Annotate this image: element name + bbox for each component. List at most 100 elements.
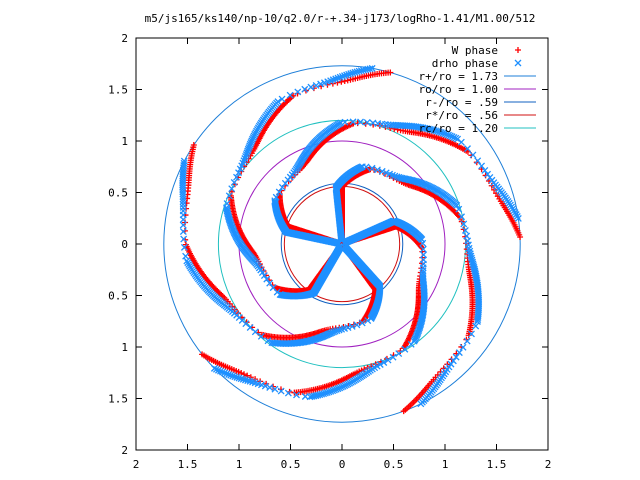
drho-phase-point bbox=[481, 166, 489, 174]
drho-phase-point bbox=[239, 375, 247, 383]
drho-phase-point bbox=[357, 118, 364, 126]
drho-phase-point bbox=[464, 145, 471, 153]
drho-phase-point bbox=[366, 65, 374, 73]
drho-phase-point bbox=[338, 73, 346, 80]
drho-phase-point bbox=[308, 392, 316, 400]
drho-phase-point bbox=[334, 74, 342, 82]
w-phase-point bbox=[400, 408, 407, 415]
drho-phase-point bbox=[378, 167, 386, 175]
drho-phase-point bbox=[348, 322, 356, 330]
drho-phase-point bbox=[455, 205, 463, 213]
y-tick-label: 2 bbox=[121, 444, 128, 457]
y-tick-label: 1.5 bbox=[108, 84, 128, 97]
drho-phase-point bbox=[368, 164, 376, 172]
drho-phase-point bbox=[445, 131, 452, 139]
drho-phase-point bbox=[301, 85, 309, 93]
w-phase-point bbox=[387, 69, 394, 76]
legend-label: rc/ro = 1.20 bbox=[419, 122, 498, 135]
drho-phase-point bbox=[349, 69, 357, 77]
drho-phase-point bbox=[364, 317, 372, 324]
drho-phase-point bbox=[439, 129, 447, 137]
drho-phase-point bbox=[242, 153, 250, 160]
drho-phase-point bbox=[240, 157, 248, 165]
drho-phase-point bbox=[401, 345, 409, 353]
drho-phase-point bbox=[336, 73, 344, 81]
w-phase-point bbox=[190, 142, 197, 149]
drho-phase-point bbox=[179, 203, 187, 211]
drho-phase-point bbox=[458, 213, 466, 221]
drho-phase-point bbox=[278, 95, 286, 103]
y-tick-label: 1.5 bbox=[108, 393, 128, 406]
drho-phase-point bbox=[363, 118, 371, 126]
drho-phase-point bbox=[260, 272, 268, 280]
drho-phase-point bbox=[180, 157, 188, 165]
drho-phase-point bbox=[277, 387, 285, 395]
drho-phase-point bbox=[180, 243, 188, 251]
drho-phase-point bbox=[266, 384, 274, 391]
drho-phase-point bbox=[467, 252, 475, 260]
phase-points bbox=[179, 64, 524, 415]
drho-phase-point bbox=[179, 221, 187, 229]
w-phase-point bbox=[517, 233, 524, 240]
drho-phase-point bbox=[268, 339, 276, 347]
drho-phase-point bbox=[514, 214, 522, 222]
drho-phase-point bbox=[225, 371, 233, 378]
drho-phase-point bbox=[353, 321, 361, 329]
drho-phase-point bbox=[343, 71, 351, 79]
drho-phase-point bbox=[274, 98, 282, 106]
drho-phase-point bbox=[469, 151, 477, 159]
drho-phase-point bbox=[345, 70, 353, 78]
drho-phase-point bbox=[241, 155, 249, 162]
legend-label: ro/ro = 1.00 bbox=[419, 83, 498, 96]
drho-phase-point bbox=[221, 369, 228, 377]
w-phase-point bbox=[247, 374, 254, 381]
drho-phase-point bbox=[347, 70, 355, 78]
drho-phase-point bbox=[468, 330, 475, 338]
drho-phase-point bbox=[374, 166, 381, 174]
drho-phase-point bbox=[446, 132, 454, 140]
drho-phase-point bbox=[453, 201, 461, 209]
drho-phase-point bbox=[301, 393, 309, 400]
drho-phase-point bbox=[457, 138, 465, 146]
drho-phase-point bbox=[228, 185, 236, 193]
drho-phase-point bbox=[461, 226, 469, 234]
legend-label: r-/ro = .59 bbox=[425, 96, 498, 109]
drho-phase-point bbox=[233, 373, 241, 381]
drho-phase-point bbox=[233, 173, 240, 181]
drho-phase-point bbox=[277, 291, 285, 299]
w-phase-point bbox=[488, 182, 495, 189]
drho-phase-point bbox=[455, 349, 463, 357]
w-phase-point bbox=[338, 78, 345, 85]
x-tick-label: 0.5 bbox=[281, 458, 301, 471]
legend-label: r*/ro = .56 bbox=[425, 109, 498, 122]
drho-phase-point bbox=[182, 252, 190, 260]
drho-phase-point bbox=[395, 350, 403, 358]
drho-phase-point bbox=[367, 315, 375, 323]
drho-phase-point bbox=[284, 389, 292, 397]
drho-phase-point bbox=[219, 368, 226, 376]
drho-phase-point bbox=[231, 373, 239, 381]
circle-1-73 bbox=[163, 65, 521, 423]
drho-phase-point bbox=[389, 353, 397, 361]
chart-title: m5/js165/ks140/np-10/q2.0/r-+.34-j173/lo… bbox=[145, 12, 536, 25]
drho-phase-point bbox=[271, 197, 279, 205]
drho-phase-point bbox=[294, 88, 302, 96]
x-tick-label: 1.5 bbox=[487, 458, 507, 471]
drho-phase-point bbox=[450, 133, 458, 141]
drho-phase-point bbox=[391, 172, 399, 180]
drho-phase-point bbox=[317, 80, 325, 88]
drho-phase-point bbox=[263, 275, 271, 283]
drho-phase-point bbox=[478, 162, 486, 170]
x-tick-label: 1 bbox=[236, 458, 243, 471]
drho-phase-point bbox=[271, 199, 279, 207]
drho-phase-point bbox=[441, 130, 449, 138]
drho-phase-point bbox=[349, 118, 357, 126]
drho-phase-point bbox=[272, 193, 280, 201]
drho-phase-point bbox=[269, 284, 277, 292]
y-tick-label: 2 bbox=[121, 32, 128, 45]
drho-phase-point bbox=[235, 374, 243, 382]
drho-phase-point bbox=[210, 364, 218, 372]
x-tick-label: 2 bbox=[545, 458, 552, 471]
drho-phase-point bbox=[474, 316, 482, 323]
